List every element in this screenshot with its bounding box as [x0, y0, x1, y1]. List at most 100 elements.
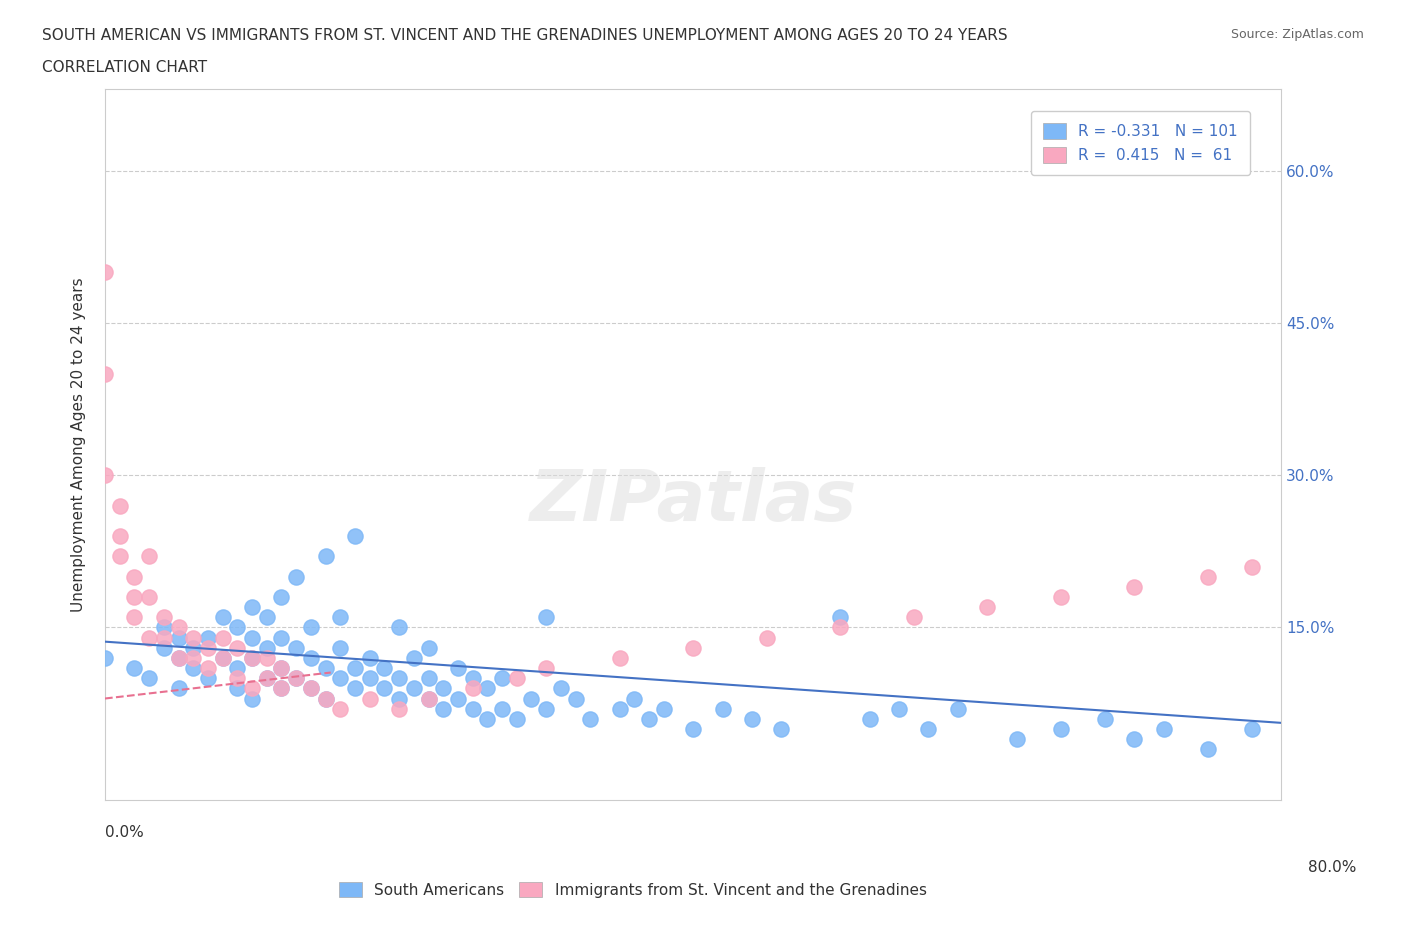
- Point: [138, 590, 160, 604]
- Point: [1049, 590, 1071, 604]
- Point: [388, 671, 411, 685]
- Point: [138, 549, 160, 564]
- Point: [343, 528, 366, 543]
- Point: [108, 528, 131, 543]
- Text: 0.0%: 0.0%: [105, 826, 143, 841]
- Point: [418, 691, 440, 706]
- Point: [240, 691, 263, 706]
- Point: [770, 722, 793, 737]
- Point: [388, 620, 411, 635]
- Point: [94, 366, 117, 381]
- Point: [506, 671, 529, 685]
- Point: [285, 671, 308, 685]
- Point: [315, 549, 337, 564]
- Point: [477, 681, 499, 696]
- Point: [579, 711, 602, 726]
- Point: [477, 711, 499, 726]
- Point: [197, 671, 219, 685]
- Point: [315, 691, 337, 706]
- Point: [1240, 722, 1263, 737]
- Point: [285, 671, 308, 685]
- Point: [94, 650, 117, 665]
- Point: [211, 650, 233, 665]
- Point: [402, 650, 425, 665]
- Point: [506, 711, 529, 726]
- Point: [1049, 722, 1071, 737]
- Point: [976, 600, 998, 615]
- Point: [240, 650, 263, 665]
- Point: [256, 671, 278, 685]
- Point: [564, 691, 586, 706]
- Point: [124, 610, 146, 625]
- Point: [461, 671, 484, 685]
- Point: [1094, 711, 1116, 726]
- Point: [270, 660, 292, 675]
- Point: [226, 681, 249, 696]
- Point: [1153, 722, 1175, 737]
- Point: [167, 650, 190, 665]
- Point: [418, 641, 440, 656]
- Point: [181, 641, 204, 656]
- Point: [418, 671, 440, 685]
- Point: [534, 660, 557, 675]
- Point: [550, 681, 572, 696]
- Point: [270, 631, 292, 645]
- Point: [741, 711, 763, 726]
- Point: [211, 650, 233, 665]
- Point: [256, 671, 278, 685]
- Point: [240, 650, 263, 665]
- Point: [343, 660, 366, 675]
- Point: [491, 701, 513, 716]
- Point: [181, 650, 204, 665]
- Point: [520, 691, 543, 706]
- Point: [108, 549, 131, 564]
- Point: [946, 701, 969, 716]
- Point: [138, 631, 160, 645]
- Point: [461, 701, 484, 716]
- Point: [682, 722, 704, 737]
- Point: [226, 660, 249, 675]
- Point: [256, 650, 278, 665]
- Point: [197, 660, 219, 675]
- Point: [240, 631, 263, 645]
- Point: [226, 641, 249, 656]
- Point: [124, 569, 146, 584]
- Point: [609, 650, 631, 665]
- Point: [359, 671, 381, 685]
- Point: [447, 691, 470, 706]
- Point: [211, 610, 233, 625]
- Point: [652, 701, 675, 716]
- Point: [609, 701, 631, 716]
- Point: [329, 671, 352, 685]
- Point: [755, 631, 778, 645]
- Text: SOUTH AMERICAN VS IMMIGRANTS FROM ST. VINCENT AND THE GRENADINES UNEMPLOYMENT AM: SOUTH AMERICAN VS IMMIGRANTS FROM ST. VI…: [42, 28, 1008, 43]
- Point: [1123, 579, 1146, 594]
- Point: [534, 610, 557, 625]
- Point: [270, 681, 292, 696]
- Point: [1240, 559, 1263, 574]
- Point: [447, 660, 470, 675]
- Point: [682, 641, 704, 656]
- Point: [343, 681, 366, 696]
- Point: [1197, 569, 1219, 584]
- Point: [315, 660, 337, 675]
- Legend: South Americans, Immigrants from St. Vincent and the Grenadines: South Americans, Immigrants from St. Vin…: [333, 875, 932, 904]
- Point: [197, 641, 219, 656]
- Point: [226, 671, 249, 685]
- Point: [373, 681, 395, 696]
- Y-axis label: Unemployment Among Ages 20 to 24 years: Unemployment Among Ages 20 to 24 years: [72, 277, 86, 612]
- Point: [299, 620, 322, 635]
- Point: [181, 631, 204, 645]
- Point: [903, 610, 925, 625]
- Point: [329, 701, 352, 716]
- Text: ZIPatlas: ZIPatlas: [530, 467, 856, 536]
- Point: [491, 671, 513, 685]
- Point: [402, 681, 425, 696]
- Point: [226, 620, 249, 635]
- Point: [432, 701, 454, 716]
- Point: [373, 660, 395, 675]
- Point: [256, 641, 278, 656]
- Point: [917, 722, 939, 737]
- Point: [359, 691, 381, 706]
- Text: 80.0%: 80.0%: [1309, 860, 1357, 875]
